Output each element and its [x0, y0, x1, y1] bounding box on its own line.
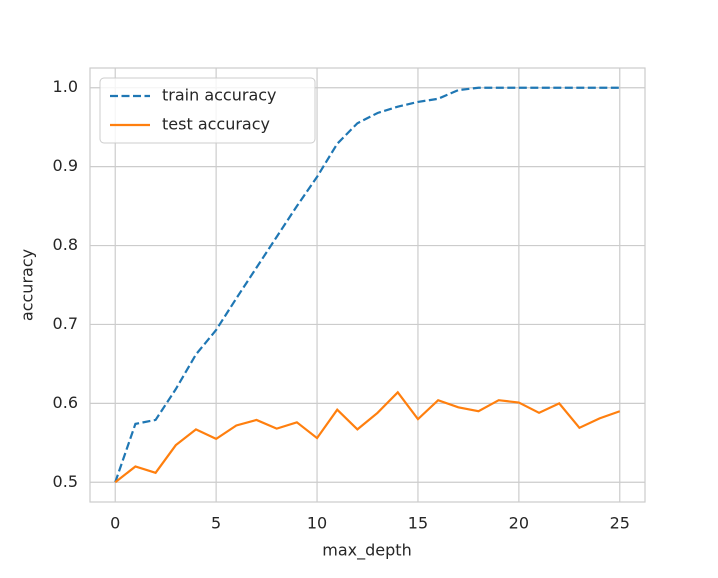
y-axis-label: accuracy: [18, 249, 37, 321]
y-tick-label: 0.6: [53, 393, 78, 412]
y-tick-label: 1.0: [53, 77, 78, 96]
y-tick-label: 0.8: [53, 235, 78, 254]
x-axis-label: max_depth: [322, 541, 411, 561]
y-tick-label: 0.5: [53, 472, 78, 491]
legend-label: test accuracy: [162, 115, 270, 134]
data-line: [114, 86, 620, 483]
y-tick-label: 0.9: [53, 156, 78, 175]
data-line: [114, 390, 621, 484]
x-tick-label: 20: [509, 514, 529, 533]
y-tick-label: 0.7: [53, 314, 78, 333]
legend-label: train accuracy: [162, 86, 277, 105]
x-tick-label: 10: [307, 514, 327, 533]
x-tick-label: 15: [408, 514, 428, 533]
x-tick-label: 25: [610, 514, 630, 533]
x-tick-label: 5: [211, 514, 221, 533]
plot-frame: [89, 67, 646, 503]
legend-box: [99, 77, 316, 144]
x-tick-label: 0: [110, 514, 120, 533]
